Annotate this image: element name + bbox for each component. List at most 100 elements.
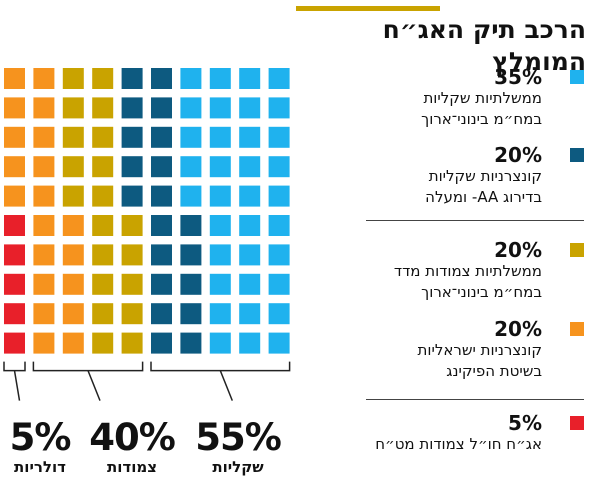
waffle-cell-corp_israel — [33, 215, 55, 236]
waffle-cell-corp_israel — [62, 303, 84, 325]
legend-item-corp_israel: 20% קונצרניות ישראליות בשיטת הפיקינג — [364, 317, 584, 380]
waffle-cell-corp_israel — [33, 244, 55, 266]
group-value-linked: 40% — [89, 416, 176, 459]
waffle-cell-corp_israel — [62, 273, 84, 295]
legend-divider-1 — [366, 220, 584, 221]
group-label-shekel: שקליות — [212, 458, 264, 476]
waffle-cell-gov_cpi — [92, 68, 114, 89]
waffle-cell-corp_shekel — [180, 244, 202, 266]
waffle-cell-gov_cpi — [121, 332, 143, 354]
legend-text-abroad: 5% אג״ח חו״ל צמודות מט״ח — [362, 412, 542, 455]
bracket-dollar — [3, 361, 26, 372]
legend-label-gov_cpi-line1: ממשלתיות צמודות מדד — [393, 262, 542, 280]
legend-label-corp_israel-line1: קונצרניות ישראליות — [417, 341, 542, 359]
waffle-cell-corp_shekel — [121, 185, 143, 207]
waffle-cell-corp_shekel — [121, 126, 143, 148]
legend-label-corp_shekel-line1: קונצרניות שקליות — [428, 167, 542, 185]
waffle-cell-gov_shekel — [209, 273, 231, 295]
legend-value-corp_shekel: 20% — [494, 143, 542, 167]
waffle-cell-gov_shekel — [239, 303, 261, 325]
waffle-cell-corp_israel — [33, 68, 55, 89]
waffle-cell-corp_shekel — [121, 68, 143, 89]
waffle-cell-gov_cpi — [62, 68, 84, 89]
waffle-cell-corp_israel — [62, 215, 84, 236]
waffle-cell-gov_cpi — [92, 332, 114, 354]
waffle-cell-corp_shekel — [151, 215, 172, 236]
legend-text-corp_shekel: 20% קונצרניות שקליות בדירוג AA- ומעלה — [362, 144, 542, 208]
waffle-cell-corp_israel — [33, 332, 55, 354]
waffle-cell-gov_shekel — [239, 126, 261, 148]
waffle-cell-gov_shekel — [209, 97, 231, 119]
waffle-cell-gov_shekel — [239, 215, 261, 236]
waffle-cell-abroad — [4, 332, 25, 354]
waffle-cell-gov_shekel — [268, 126, 290, 148]
legend-text-gov_shekel: 35% ממשלתיות שקליות במח״מ בינוני־ארוך — [362, 66, 542, 130]
waffle-cell-gov_shekel — [209, 126, 231, 148]
waffle-cell-corp_israel — [4, 126, 25, 148]
waffle-cell-corp_shekel — [151, 185, 172, 207]
legend-value-corp_israel: 20% — [494, 317, 542, 341]
waffle-cell-corp_israel — [33, 185, 55, 207]
waffle-cell-gov_shekel — [180, 185, 202, 207]
waffle-cell-corp_israel — [4, 185, 25, 207]
title-accent-bar — [296, 6, 440, 11]
legend-label-gov_shekel-line1: ממשלתיות שקליות — [423, 89, 542, 107]
waffle-cell-gov_shekel — [268, 273, 290, 295]
waffle-cell-gov_cpi — [92, 273, 114, 295]
waffle-cell-gov_cpi — [92, 97, 114, 119]
waffle-cell-corp_shekel — [151, 303, 172, 325]
legend-label-corp_shekel-line2: בדירוג AA- ומעלה — [425, 188, 542, 206]
waffle-cell-gov_shekel — [209, 332, 231, 354]
waffle-cell-corp_shekel — [121, 156, 143, 178]
legend-divider-2 — [366, 399, 584, 400]
waffle-cell-corp_shekel — [151, 68, 172, 89]
waffle-cell-gov_shekel — [268, 185, 290, 207]
waffle-cell-gov_shekel — [180, 68, 202, 89]
waffle-cell-corp_israel — [4, 68, 25, 89]
waffle-cell-corp_israel — [33, 126, 55, 148]
group-label-linked: צמודות — [106, 458, 157, 476]
waffle-cell-gov_shekel — [268, 215, 290, 236]
bracket-dollar-pointer — [13, 370, 21, 401]
waffle-cell-gov_shekel — [209, 303, 231, 325]
bracket-linked-pointer — [87, 370, 101, 401]
waffle-cell-gov_shekel — [209, 215, 231, 236]
legend-item-gov_cpi: 20% ממשלתיות צמודות מדד במח״מ בינוני־ארוך — [364, 238, 584, 301]
waffle-cell-abroad — [4, 244, 25, 266]
waffle-cell-corp_israel — [62, 332, 84, 354]
waffle-cell-corp_shekel — [151, 332, 172, 354]
waffle-cell-corp_israel — [33, 273, 55, 295]
waffle-cell-corp_shekel — [180, 273, 202, 295]
legend-label-gov_cpi-line2: במח״מ בינוני־ארוך — [421, 283, 542, 301]
waffle-cell-corp_shekel — [151, 273, 172, 295]
waffle-cell-gov_cpi — [121, 303, 143, 325]
legend-item-abroad: 5% אג״ח חו״ל צמודות מט״ח — [364, 412, 584, 472]
waffle-cell-gov_shekel — [268, 97, 290, 119]
waffle-cell-gov_cpi — [92, 156, 114, 178]
legend-label-gov_shekel-line2: במח״מ בינוני־ארוך — [421, 110, 542, 128]
waffle-cell-gov_shekel — [239, 156, 261, 178]
waffle-cell-gov_shekel — [209, 244, 231, 266]
group-value-shekel: 55% — [195, 416, 282, 459]
waffle-cell-gov_cpi — [92, 215, 114, 236]
legend-swatch-abroad — [570, 416, 584, 430]
group-label-dollar: דולריות — [14, 458, 66, 476]
waffle-cell-gov_cpi — [62, 156, 84, 178]
legend-swatch-gov_shekel — [570, 70, 584, 84]
legend-value-gov_cpi: 20% — [494, 238, 542, 262]
waffle-cell-gov_cpi — [92, 303, 114, 325]
waffle-cell-gov_shekel — [209, 185, 231, 207]
waffle-cell-corp_shekel — [180, 303, 202, 325]
waffle-cell-abroad — [4, 273, 25, 295]
waffle-cell-gov_shekel — [268, 68, 290, 89]
waffle-cell-corp_shekel — [180, 332, 202, 354]
waffle-cell-gov_cpi — [62, 97, 84, 119]
waffle-cell-gov_shekel — [268, 332, 290, 354]
waffle-cell-gov_shekel — [180, 126, 202, 148]
waffle-cell-gov_cpi — [92, 126, 114, 148]
waffle-cell-corp_israel — [4, 156, 25, 178]
waffle-cell-corp_israel — [33, 303, 55, 325]
waffle-cell-gov_cpi — [92, 185, 114, 207]
legend-label-corp_israel-line2: בשיטת הפיקינג — [446, 362, 542, 380]
